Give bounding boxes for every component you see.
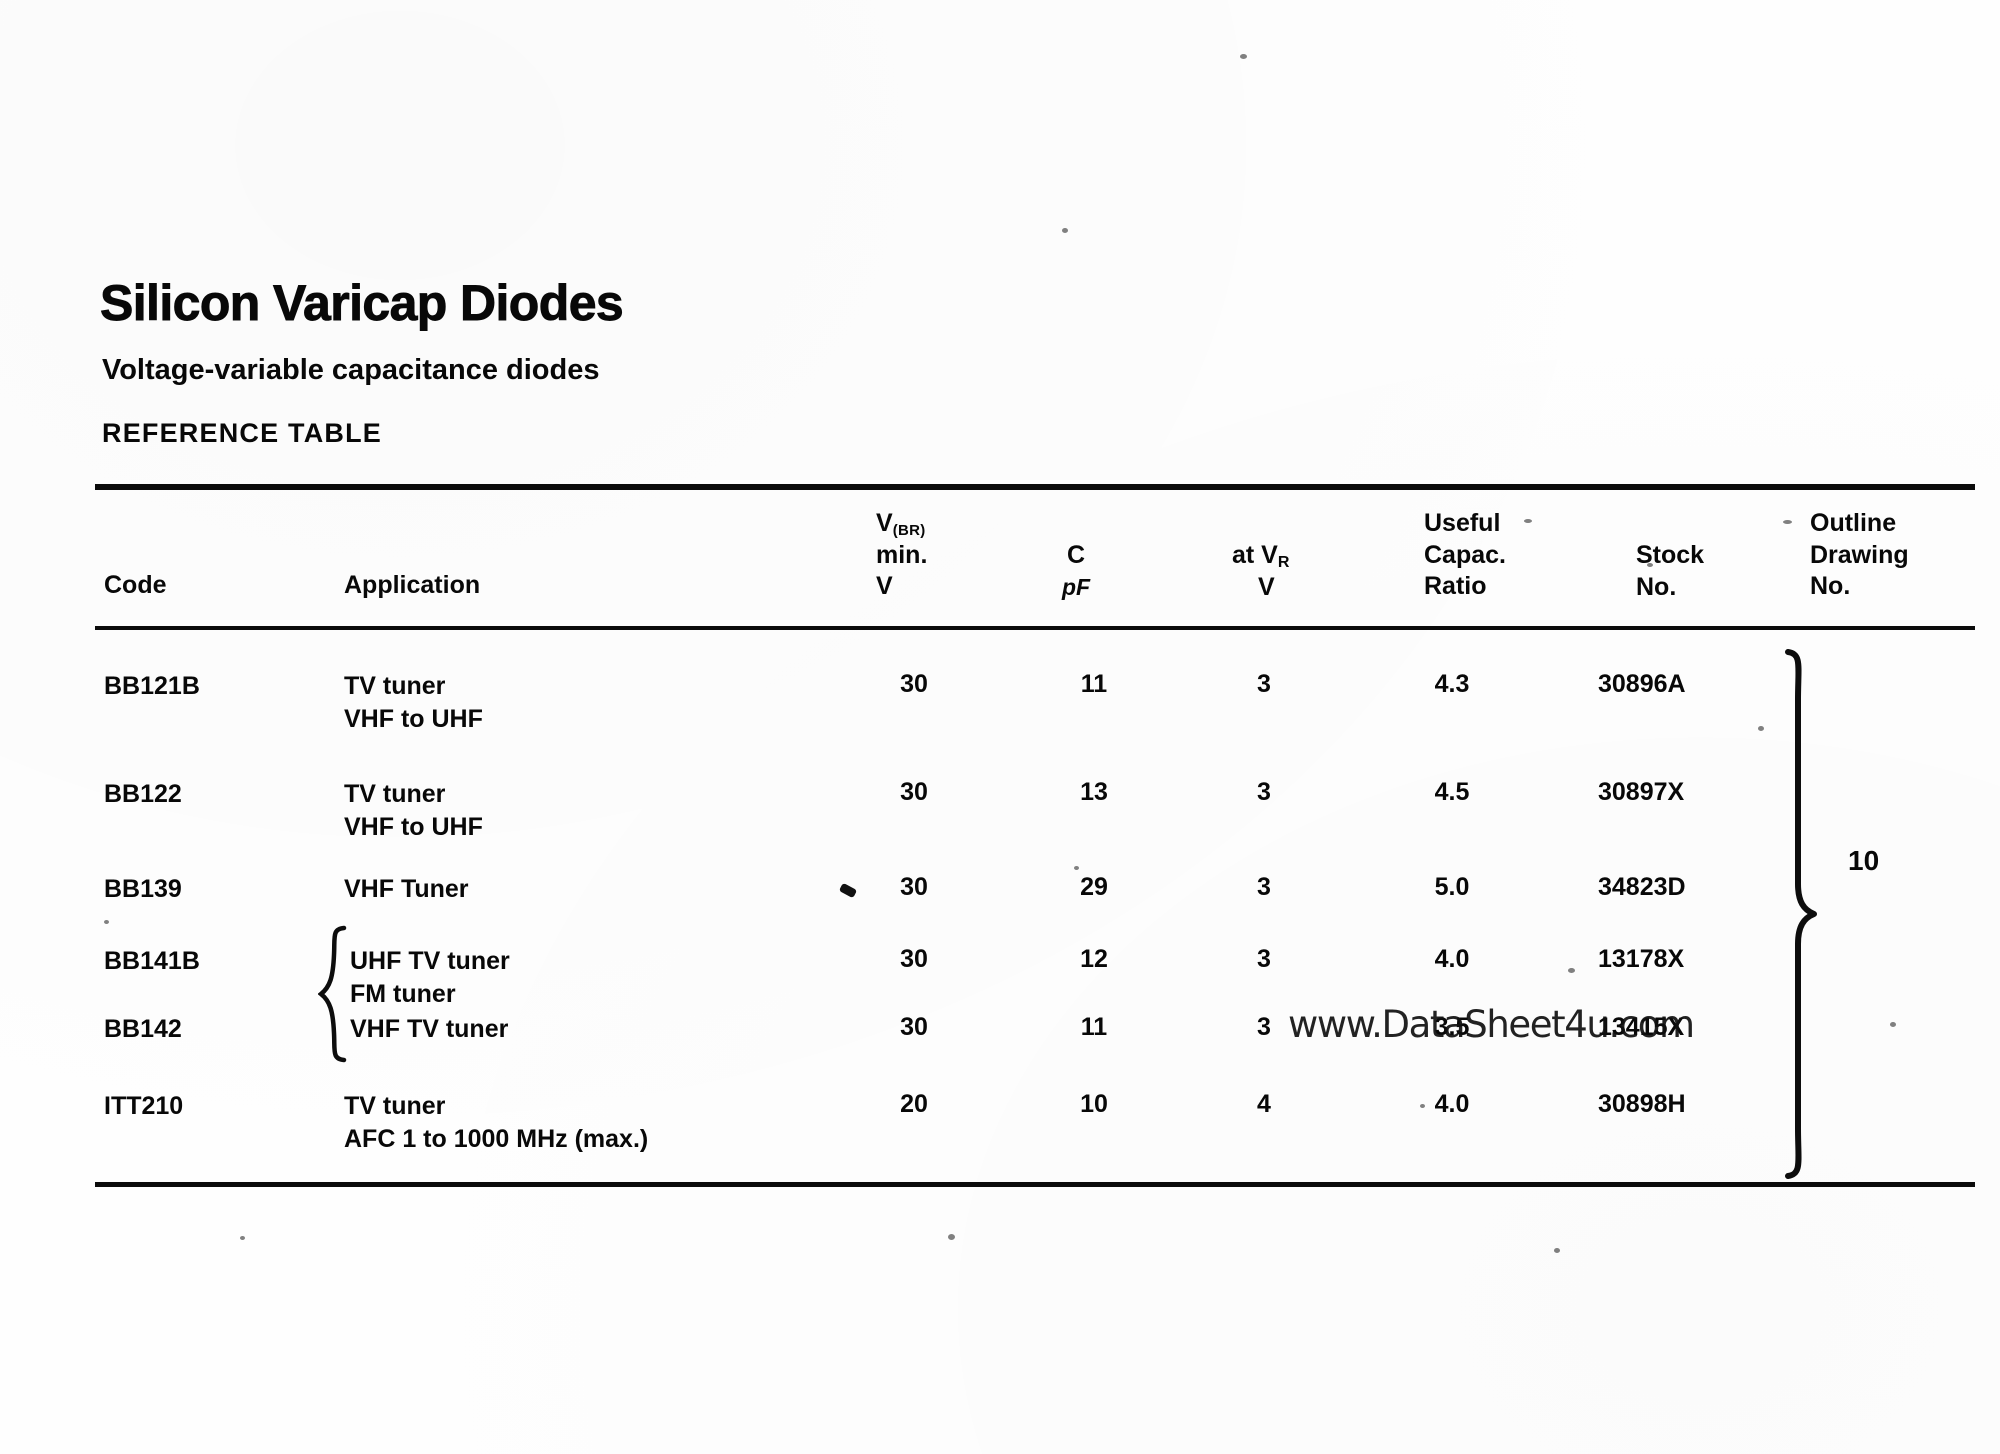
column-header-atvr-unit: V bbox=[1258, 572, 1275, 601]
table-header-rule bbox=[95, 626, 1975, 630]
column-header-stock-line2: No. bbox=[1636, 572, 1677, 601]
cell-at-vr: 3 bbox=[1257, 873, 1271, 901]
cell-useful-ratio: 4.0 bbox=[1434, 945, 1470, 973]
column-header-outline-drawing-no: Outline Drawing No. bbox=[1810, 508, 1909, 603]
table-row: BB122 bbox=[104, 780, 182, 808]
column-header-useful-line3: Ratio bbox=[1424, 572, 1487, 600]
column-header-useful-capac-ratio: Useful Capac. Ratio bbox=[1424, 508, 1506, 603]
application-line-1: TV tuner bbox=[344, 780, 446, 808]
application-line-1: TV tuner bbox=[344, 1092, 446, 1120]
column-header-vbr-symbol: V bbox=[876, 509, 893, 537]
outline-drawing-grouping-brace-icon bbox=[1780, 648, 1826, 1180]
cell-stock-no: 13178X bbox=[1598, 945, 1685, 973]
cell-capacitance: 11 bbox=[1080, 1013, 1108, 1041]
scan-artifact-mark bbox=[838, 882, 858, 899]
row-application: VHF Tuner bbox=[344, 873, 469, 906]
row-application: TV tuner AFC 1 to 1000 MHz (max.) bbox=[344, 1090, 648, 1155]
row-application: VHF TV tuner bbox=[350, 1013, 508, 1046]
page-title: Silicon Varicap Diodes bbox=[100, 275, 625, 331]
outline-drawing-number: 10 bbox=[1848, 845, 1880, 876]
column-header-vbr-min: V(BR) min. V bbox=[876, 508, 927, 603]
cell-vbr-min: 30 bbox=[900, 670, 928, 698]
cell-capacitance: 12 bbox=[1080, 945, 1108, 973]
cell-vbr-min: 30 bbox=[900, 945, 928, 973]
column-header-stock-no: Stock No. bbox=[1636, 540, 1704, 603]
cell-capacitance: 11 bbox=[1080, 670, 1108, 698]
cell-stock-no: 30898H bbox=[1598, 1090, 1686, 1118]
cell-stock-no: 34823D bbox=[1598, 873, 1686, 901]
column-header-c-symbol: C bbox=[1067, 541, 1086, 569]
cell-capacitance: 29 bbox=[1080, 873, 1108, 901]
application-grouping-brace-icon bbox=[318, 925, 348, 1063]
column-header-atvr-subscript: R bbox=[1277, 554, 1290, 571]
column-header-useful-line2: Capac. bbox=[1424, 540, 1506, 569]
cell-useful-ratio: 5.0 bbox=[1434, 873, 1470, 901]
column-header-at-vr: at VR V bbox=[1232, 540, 1289, 603]
application-line-2: FM tuner bbox=[350, 979, 456, 1008]
cell-useful-ratio: 4.0 bbox=[1434, 1090, 1470, 1118]
cell-stock-no: 30896A bbox=[1598, 670, 1686, 698]
column-header-vbr-subscript: (BR) bbox=[892, 522, 926, 539]
watermark-text: www.DataSheet4u.com bbox=[1288, 1003, 1695, 1046]
section-label-reference-table: REFERENCE TABLE bbox=[102, 418, 383, 448]
column-header-atvr-label: at V bbox=[1232, 541, 1278, 569]
cell-vbr-min: 30 bbox=[900, 873, 928, 901]
row-application: TV tuner VHF to UHF bbox=[344, 670, 483, 735]
table-row: BB121B bbox=[104, 672, 200, 700]
column-header-application: Application bbox=[344, 571, 481, 599]
cell-at-vr: 3 bbox=[1257, 1013, 1271, 1041]
cell-vbr-min: 30 bbox=[900, 1013, 928, 1041]
column-header-outline-line2: Drawing bbox=[1810, 540, 1909, 569]
cell-useful-ratio: 4.3 bbox=[1434, 670, 1470, 698]
column-header-c-unit: pF bbox=[1062, 573, 1091, 600]
cell-capacitance: 10 bbox=[1080, 1090, 1108, 1118]
table-row: BB142 bbox=[104, 1015, 182, 1043]
application-line-1: TV tuner bbox=[344, 672, 446, 700]
cell-vbr-min: 20 bbox=[900, 1090, 928, 1118]
application-line-2: AFC 1 to 1000 MHz (max.) bbox=[344, 1124, 649, 1153]
column-header-vbr-min-label: min. bbox=[876, 540, 928, 569]
application-line-1: VHF Tuner bbox=[344, 875, 469, 903]
column-header-useful-line1: Useful bbox=[1424, 509, 1501, 537]
cell-at-vr: 3 bbox=[1257, 945, 1271, 973]
cell-useful-ratio: 3.5 bbox=[1434, 1013, 1470, 1041]
cell-at-vr: 3 bbox=[1257, 778, 1271, 806]
cell-useful-ratio: 4.5 bbox=[1434, 778, 1470, 806]
table-bottom-rule bbox=[95, 1182, 1975, 1187]
cell-capacitance: 13 bbox=[1080, 778, 1108, 806]
row-application: UHF TV tuner FM tuner bbox=[350, 945, 510, 1010]
table-row: BB141B bbox=[104, 947, 200, 975]
table-row: BB139 bbox=[104, 875, 182, 903]
application-line-1: UHF TV tuner bbox=[350, 947, 510, 975]
cell-at-vr: 3 bbox=[1257, 670, 1271, 698]
application-line-1: VHF TV tuner bbox=[350, 1015, 509, 1043]
cell-at-vr: 4 bbox=[1257, 1090, 1271, 1118]
page-subtitle: Voltage-variable capacitance diodes bbox=[102, 354, 600, 386]
column-header-outline-line1: Outline bbox=[1810, 509, 1897, 537]
cell-stock-no: 30897X bbox=[1598, 778, 1685, 806]
column-header-vbr-unit: V bbox=[876, 572, 893, 600]
column-header-code: Code bbox=[104, 571, 167, 599]
application-line-2: VHF to UHF bbox=[344, 812, 483, 841]
column-header-outline-line3: No. bbox=[1810, 572, 1851, 600]
table-top-rule bbox=[95, 484, 1975, 490]
application-line-2: VHF to UHF bbox=[344, 704, 483, 733]
table-row: ITT210 bbox=[104, 1092, 184, 1120]
cell-vbr-min: 30 bbox=[900, 778, 928, 806]
row-application: TV tuner VHF to UHF bbox=[344, 778, 483, 843]
cell-stock-no: 13415X bbox=[1598, 1013, 1685, 1041]
